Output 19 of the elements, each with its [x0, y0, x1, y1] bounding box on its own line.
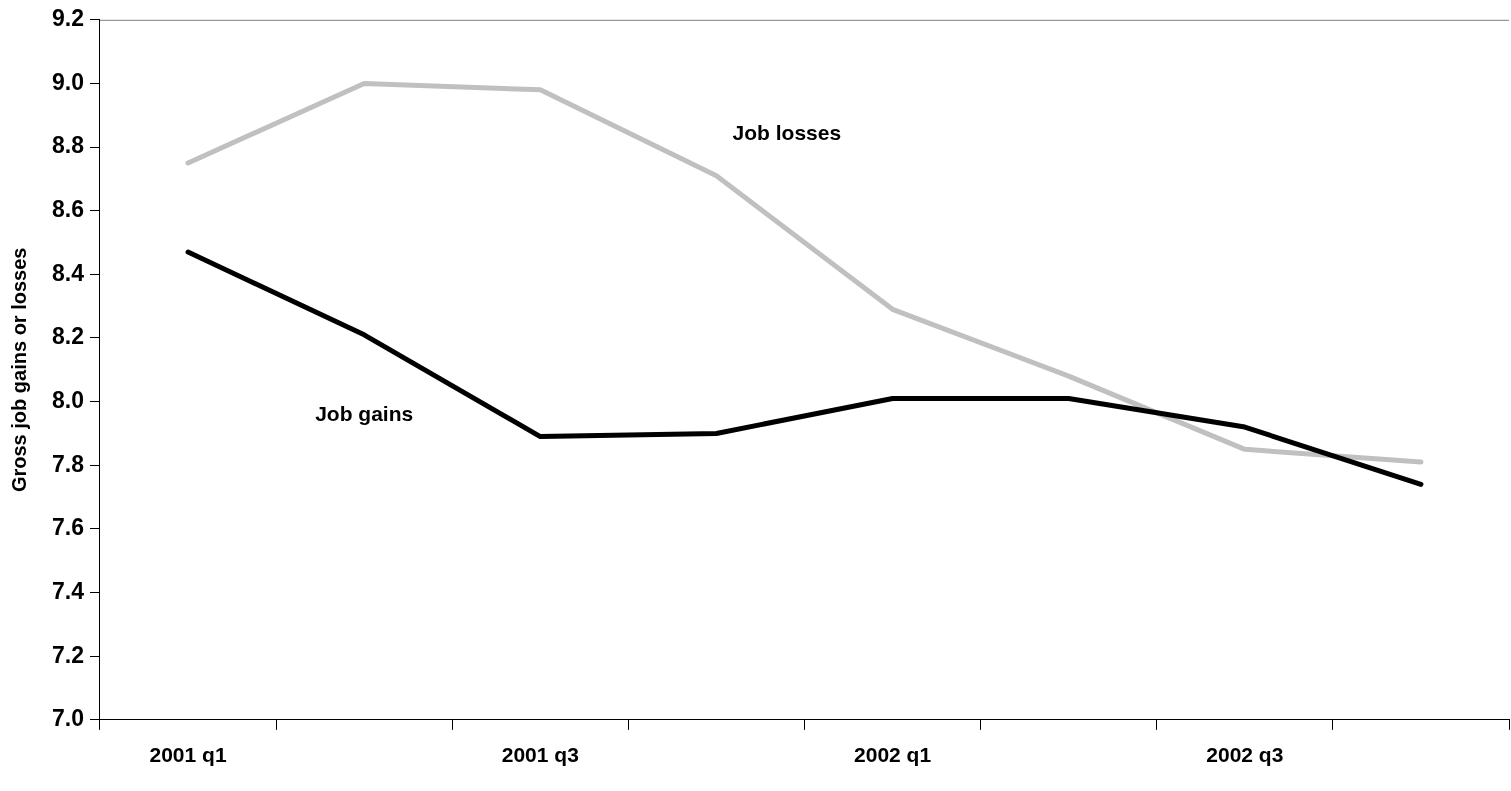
- y-tick-label: 8.6: [51, 196, 84, 223]
- y-tick-label: 9.2: [51, 5, 84, 32]
- y-axis-title: Gross job gains or losses: [7, 247, 30, 493]
- series-label: Job gains: [315, 401, 414, 425]
- y-tick-label: 8.4: [51, 259, 85, 286]
- x-tick-label: 2001 q3: [501, 743, 579, 767]
- y-tick-label: 8.0: [51, 386, 84, 413]
- y-tick-label: 7.8: [51, 450, 85, 477]
- series-label: Job losses: [732, 120, 842, 144]
- x-tick-label: 2002 q1: [854, 743, 932, 767]
- x-tick-label: 2001 q1: [149, 743, 227, 767]
- y-tick-label: 7.2: [51, 641, 84, 668]
- y-tick-label: 7.6: [51, 514, 84, 541]
- y-tick-label: 9.0: [51, 68, 84, 95]
- y-tick-label: 8.8: [51, 132, 85, 159]
- y-tick-label: 7.4: [51, 577, 85, 604]
- x-tick-label: 2002 q3: [1206, 743, 1284, 767]
- y-tick-label: 8.2: [51, 323, 84, 350]
- y-tick-label: 7.0: [51, 705, 84, 732]
